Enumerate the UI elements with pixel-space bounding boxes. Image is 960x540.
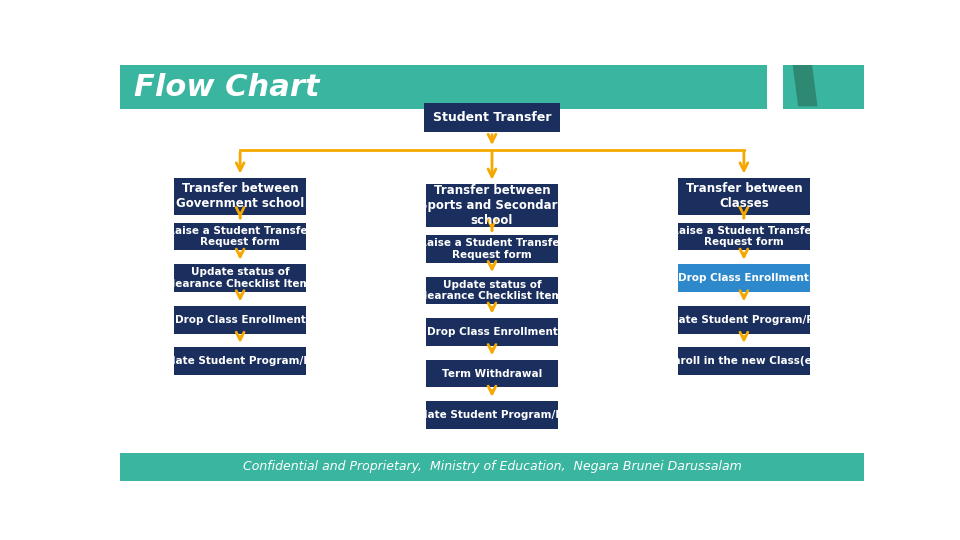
FancyBboxPatch shape [175,178,306,215]
FancyBboxPatch shape [426,360,558,387]
Text: Student Transfer: Student Transfer [433,111,551,124]
Polygon shape [793,65,818,106]
FancyBboxPatch shape [424,103,560,132]
FancyBboxPatch shape [175,347,306,375]
Text: Term Withdrawal: Term Withdrawal [442,369,542,379]
FancyBboxPatch shape [678,222,809,251]
Text: Transfer between
Sports and Secondary
school: Transfer between Sports and Secondary sc… [419,184,565,227]
Text: Update status of
Clearance Checklist Items: Update status of Clearance Checklist Ite… [164,267,317,289]
FancyBboxPatch shape [426,318,558,346]
Text: Confidential and Proprietary,  Ministry of Education,  Negara Brunei Darussalam: Confidential and Proprietary, Ministry o… [243,460,741,473]
Text: Enroll in the new Class(es): Enroll in the new Class(es) [665,356,822,366]
FancyBboxPatch shape [426,401,558,429]
Text: Drop Class Enrollment: Drop Class Enrollment [175,315,305,325]
Text: Update Student Program/Plan: Update Student Program/Plan [152,356,328,366]
FancyBboxPatch shape [678,178,809,215]
Text: Raise a Student Transfer
Request form: Raise a Student Transfer Request form [671,226,817,247]
FancyBboxPatch shape [426,184,558,227]
FancyBboxPatch shape [678,347,809,375]
FancyBboxPatch shape [120,65,864,110]
Text: Transfer between
Classes: Transfer between Classes [685,183,803,211]
Text: Drop Class Enrollment: Drop Class Enrollment [679,273,809,283]
Text: Flow Chart: Flow Chart [134,72,320,102]
Text: Transfer between
Government school: Transfer between Government school [176,183,304,211]
Polygon shape [788,65,805,110]
Polygon shape [763,65,785,110]
Text: Update status of
Clearance Checklist Items: Update status of Clearance Checklist Ite… [416,280,568,301]
FancyBboxPatch shape [120,453,864,481]
FancyBboxPatch shape [426,235,558,262]
Text: Raise a Student Transfer
Request form: Raise a Student Transfer Request form [420,238,564,260]
FancyBboxPatch shape [678,264,809,292]
FancyBboxPatch shape [175,306,306,334]
Text: Update Student Program/Plan: Update Student Program/Plan [403,410,581,420]
Text: Drop Class Enrollment: Drop Class Enrollment [426,327,558,337]
FancyBboxPatch shape [175,222,306,251]
FancyBboxPatch shape [175,264,306,292]
FancyBboxPatch shape [678,306,809,334]
Text: Update Student Program/Plan: Update Student Program/Plan [656,315,832,325]
Text: Raise a Student Transfer
Request form: Raise a Student Transfer Request form [167,226,313,247]
Polygon shape [767,65,782,110]
FancyBboxPatch shape [426,276,558,304]
